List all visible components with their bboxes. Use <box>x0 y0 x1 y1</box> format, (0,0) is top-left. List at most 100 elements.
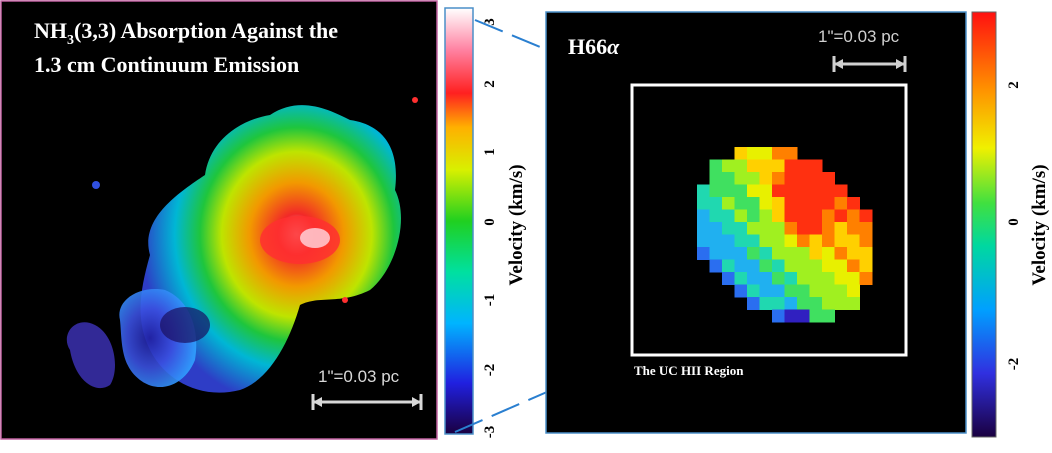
map-pixel <box>734 247 748 260</box>
map-pixel <box>834 247 848 260</box>
map-pixel <box>772 184 785 198</box>
map-pixel <box>759 172 773 185</box>
map-pixel <box>822 247 835 260</box>
map-pixel <box>772 272 785 285</box>
map-pixel <box>809 234 823 248</box>
map-pixel <box>772 147 785 160</box>
map-pixel <box>784 284 798 298</box>
map-pixel <box>697 209 710 223</box>
map-pixel <box>747 234 760 248</box>
map-pixel <box>847 209 860 223</box>
left-tick-0: 0 <box>482 218 498 226</box>
map-pixel <box>809 297 823 310</box>
map-pixel <box>822 309 835 323</box>
map-pixel <box>822 222 835 235</box>
map-pixel <box>847 222 860 235</box>
map-pixel <box>709 247 723 260</box>
map-pixel <box>797 172 810 185</box>
map-pixel <box>847 234 860 248</box>
map-pixel <box>834 184 848 198</box>
map-pixel <box>722 259 735 273</box>
map-pixel <box>834 284 848 298</box>
left-tick-neg1: -1 <box>482 294 498 307</box>
map-pixel <box>809 272 823 285</box>
map-pixel <box>822 209 835 223</box>
map-pixel <box>809 197 823 210</box>
map-pixel <box>809 259 823 273</box>
map-pixel <box>847 272 860 285</box>
map-pixel <box>734 259 748 273</box>
map-pixel <box>834 272 848 285</box>
map-pixel <box>759 197 773 210</box>
map-pixel <box>722 209 735 223</box>
map-pixel <box>722 159 735 173</box>
map-pixel <box>722 272 735 285</box>
map-pixel <box>759 184 773 198</box>
map-pixel <box>797 272 810 285</box>
left-panel: NH3(3,3) Absorption Against the 1.3 cm C… <box>0 0 527 440</box>
map-pixel <box>747 172 760 185</box>
map-pixel <box>834 259 848 273</box>
map-pixel <box>859 272 873 285</box>
map-pixel <box>847 284 860 298</box>
map-pixel <box>747 159 760 173</box>
left-tick-2: 2 <box>482 80 498 88</box>
map-pixel <box>747 259 760 273</box>
map-pixel <box>784 159 798 173</box>
map-pixel <box>734 184 748 198</box>
map-pixel <box>822 184 835 198</box>
map-pixel <box>747 297 760 310</box>
map-pixel <box>747 147 760 160</box>
map-pixel <box>697 184 710 198</box>
map-pixel <box>747 209 760 223</box>
map-pixel <box>747 222 760 235</box>
map-pixel <box>784 209 798 223</box>
map-pixel <box>784 234 798 248</box>
map-pixel <box>847 259 860 273</box>
nh3-velocity-map <box>66 97 418 393</box>
map-pixel <box>784 197 798 210</box>
map-pixel <box>722 172 735 185</box>
map-pixel <box>722 234 735 248</box>
map-pixel <box>784 309 798 323</box>
map-pixel <box>797 234 810 248</box>
map-pixel <box>759 222 773 235</box>
map-pixel <box>784 172 798 185</box>
map-pixel <box>809 247 823 260</box>
right-tick-2: 2 <box>1006 81 1022 89</box>
map-pixel <box>797 222 810 235</box>
map-pixel <box>734 147 748 160</box>
right-scale-label: 1"=0.03 pc <box>818 27 900 46</box>
map-pixel <box>822 172 835 185</box>
map-pixel <box>809 159 823 173</box>
map-pixel <box>797 247 810 260</box>
map-pixel <box>772 159 785 173</box>
map-pixel <box>759 159 773 173</box>
map-pixel <box>772 297 785 310</box>
map-pixel <box>797 159 810 173</box>
map-pixel <box>784 247 798 260</box>
map-pixel <box>734 197 748 210</box>
map-pixel <box>759 297 773 310</box>
left-tick-3: 3 <box>482 18 498 26</box>
map-pixel <box>747 247 760 260</box>
map-pixel <box>772 284 785 298</box>
map-pixel <box>709 234 723 248</box>
map-pixel <box>759 147 773 160</box>
h66a-velocity-map <box>697 147 873 323</box>
right-panel: H66α 1"=0.03 pc The UC HII Region 2 0 -2… <box>545 11 1050 438</box>
map-pixel <box>759 234 773 248</box>
map-pixel <box>797 197 810 210</box>
map-pixel <box>859 209 873 223</box>
map-pixel <box>709 209 723 223</box>
right-scale-bar: 1"=0.03 pc <box>818 27 907 72</box>
map-pixel <box>709 222 723 235</box>
map-pixel <box>734 172 748 185</box>
map-pixel <box>809 209 823 223</box>
map-pixel <box>772 247 785 260</box>
map-pixel <box>859 247 873 260</box>
left-colorbar-label: Velocity (km/s) <box>506 164 527 285</box>
map-pixel <box>734 222 748 235</box>
map-pixel <box>722 247 735 260</box>
map-pixel <box>822 272 835 285</box>
